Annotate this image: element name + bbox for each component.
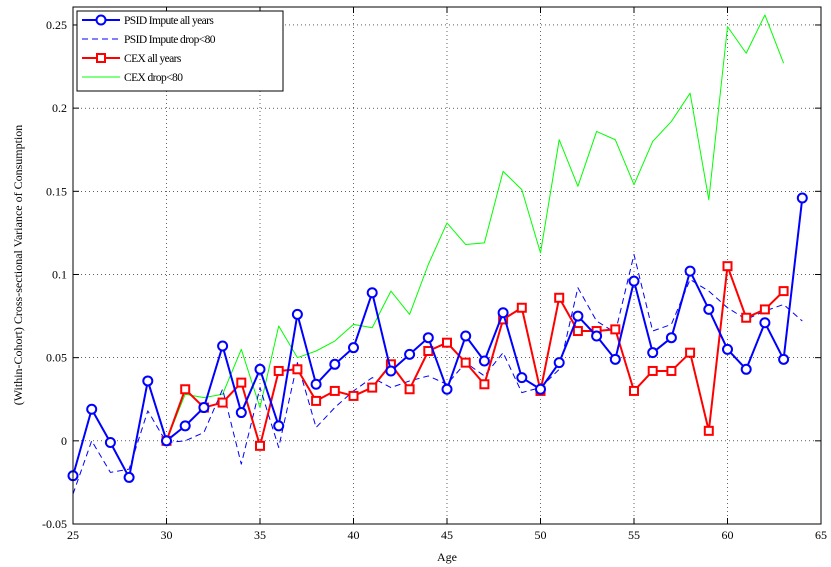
- data-point-2: [759, 304, 770, 315]
- legend-label-2: CEX all years: [124, 53, 182, 65]
- series-line-2: [165, 265, 785, 447]
- x-tick-label: 25: [67, 528, 79, 542]
- data-point-2: [479, 379, 490, 390]
- data-point-0: [553, 357, 565, 369]
- data-point-2: [572, 326, 583, 337]
- data-point-0: [516, 372, 528, 384]
- series-line-3: [166, 14, 785, 442]
- data-point-0: [86, 403, 98, 415]
- data-point-0: [123, 471, 135, 483]
- ticks: 25 30 35 40 45 50 55 60 65 -0.05 0 0.05 0.1 0.15 0.2 0.…: [42, 7, 827, 542]
- data-point-2: [180, 384, 191, 395]
- data-point-0: [778, 353, 790, 365]
- y-tick-label: 0.2: [52, 101, 67, 115]
- data-point-2: [329, 385, 340, 396]
- y-axis-title: (Within-Cohort) Cross-sectional Variance…: [11, 125, 25, 406]
- data-point-2: [217, 397, 228, 408]
- data-point-2: [722, 261, 733, 272]
- data-point-0: [572, 310, 584, 322]
- data-point-0: [310, 378, 322, 390]
- data-point-2: [685, 347, 696, 358]
- data-point-2: [666, 365, 677, 376]
- data-point-2: [778, 286, 789, 297]
- data-point-0: [441, 383, 453, 395]
- data-point-2: [311, 395, 322, 406]
- data-point-2: [516, 302, 527, 313]
- data-point-0: [404, 348, 416, 360]
- data-point-2: [404, 384, 415, 395]
- y-tick-label: 0.05: [46, 351, 67, 365]
- legend-label-0: PSID Impute all years: [124, 15, 214, 27]
- data-point-2: [367, 382, 378, 393]
- data-point-2: [554, 292, 565, 303]
- data-point-0: [179, 420, 191, 432]
- data-point-0: [628, 275, 640, 287]
- x-tick-label: 30: [161, 528, 173, 542]
- data-point-0: [291, 308, 303, 320]
- data-point-0: [609, 353, 621, 365]
- legend-marker-2: [96, 53, 106, 63]
- data-point-0: [235, 407, 247, 419]
- series-line-0: [72, 197, 804, 479]
- data-point-2: [610, 324, 621, 335]
- data-point-0: [665, 332, 677, 344]
- x-tick-label: 50: [535, 528, 547, 542]
- data-point-0: [591, 330, 603, 342]
- data-point-2: [236, 377, 247, 388]
- data-point-2: [629, 385, 639, 396]
- data-point-0: [722, 343, 733, 355]
- data-point-2: [273, 365, 284, 376]
- data-point-0: [684, 265, 696, 277]
- data-point-0: [366, 287, 378, 299]
- data-point-2: [647, 365, 658, 376]
- data-point-0: [385, 365, 397, 377]
- x-tick-label: 35: [254, 528, 266, 542]
- data-point-0: [348, 342, 359, 354]
- data-point-0: [759, 317, 771, 329]
- data-point-0: [254, 363, 266, 375]
- data-point-0: [329, 358, 341, 370]
- data-point-0: [703, 303, 715, 315]
- x-tick-label: 55: [628, 528, 640, 542]
- y-tick-label: 0.15: [46, 184, 67, 198]
- data-point-2: [442, 337, 452, 348]
- data-point-0: [535, 383, 546, 395]
- data-point-0: [198, 402, 210, 414]
- y-tick-label: -0.05: [42, 517, 67, 531]
- x-axis-title: Age: [437, 550, 457, 564]
- x-tick-label: 40: [348, 528, 360, 542]
- y-tick-label: 0: [61, 434, 67, 448]
- legend-label-1: PSID Impute drop<80: [124, 34, 216, 46]
- data-point-0: [497, 307, 509, 319]
- plot-background: [73, 7, 821, 524]
- data-point-2: [741, 312, 752, 323]
- data-point-2: [460, 357, 471, 368]
- data-point-0: [217, 340, 229, 352]
- data-point-0: [796, 192, 808, 204]
- x-tick-label: 60: [722, 528, 734, 542]
- y-tick-label: 0.1: [52, 267, 67, 281]
- data-point-0: [740, 363, 752, 375]
- data-point-0: [104, 436, 116, 448]
- legend-box: [76, 10, 284, 92]
- data-point-0: [161, 435, 172, 447]
- data-point-2: [255, 440, 265, 451]
- data-point-0: [422, 332, 434, 344]
- legend-label-3: CEX drop<80: [124, 72, 183, 84]
- data-point-0: [273, 420, 285, 432]
- data-point-2: [703, 425, 714, 436]
- x-tick-label: 65: [815, 528, 827, 542]
- data-point-0: [142, 375, 154, 387]
- series-group: [67, 14, 808, 495]
- data-point-2: [348, 390, 359, 401]
- y-tick-label: 0.25: [46, 18, 67, 32]
- data-point-2: [292, 364, 303, 375]
- legend-marker-0: [95, 14, 107, 26]
- legend: PSID Impute all years PSID Impute drop<80…: [76, 10, 284, 92]
- x-tick-label: 45: [441, 528, 453, 542]
- data-point-0: [460, 330, 472, 342]
- data-point-0: [478, 355, 490, 367]
- data-point-0: [647, 347, 659, 359]
